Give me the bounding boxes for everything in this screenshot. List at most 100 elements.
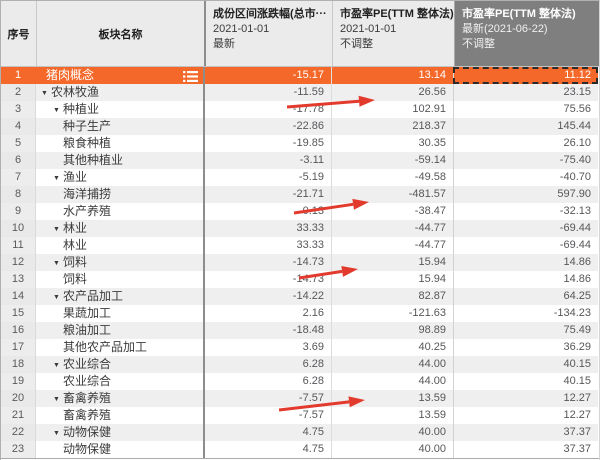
row-seq-cell[interactable]: 10 bbox=[1, 220, 36, 237]
sector-name-cell[interactable]: ▼ 种植业 bbox=[36, 101, 203, 118]
sector-name-cell[interactable]: 粮食种植 bbox=[36, 135, 203, 152]
change-value-cell[interactable]: -7.57 bbox=[203, 407, 331, 424]
change-value-cell[interactable]: 3.69 bbox=[203, 339, 331, 356]
table-row[interactable]: 14 ▼ 农产品加工 -14.22 82.87 64.25 bbox=[1, 288, 599, 305]
row-seq-cell[interactable]: 9 bbox=[1, 203, 36, 220]
row-seq-cell[interactable]: 4 bbox=[1, 118, 36, 135]
pe-new-value-cell[interactable]: 75.56 bbox=[453, 101, 598, 118]
pe-old-value-cell[interactable]: 30.35 bbox=[331, 135, 453, 152]
change-value-cell[interactable]: 6.28 bbox=[203, 373, 331, 390]
sector-name-cell[interactable]: 其他农产品加工 bbox=[36, 339, 203, 356]
table-row[interactable]: 6 其他种植业 -3.11 -59.14 -75.40 bbox=[1, 152, 599, 169]
collapse-triangle-icon[interactable]: ▼ bbox=[53, 226, 60, 233]
row-seq-cell[interactable]: 16 bbox=[1, 322, 36, 339]
column-header-pe-old[interactable]: 市盈率PE(TTM 整体法) 2021-01-01 不调整 bbox=[332, 1, 454, 66]
pe-old-value-cell[interactable]: -44.77 bbox=[331, 237, 453, 254]
collapse-triangle-icon[interactable]: ▼ bbox=[41, 90, 48, 97]
pe-old-value-cell[interactable]: 15.94 bbox=[331, 254, 453, 271]
change-value-cell[interactable]: 6.28 bbox=[203, 356, 331, 373]
table-row[interactable]: 9 水产养殖 0.13 -38.47 -32.13 bbox=[1, 203, 599, 220]
pe-new-value-cell[interactable]: 14.86 bbox=[453, 254, 598, 271]
sector-name-cell[interactable]: 水产养殖 bbox=[36, 203, 203, 220]
pe-new-value-cell[interactable]: 37.37 bbox=[453, 424, 598, 441]
change-value-cell[interactable]: -14.73 bbox=[203, 271, 331, 288]
column-header-seq[interactable]: 序号 bbox=[1, 1, 36, 66]
row-seq-cell[interactable]: 23 bbox=[1, 441, 36, 458]
table-row[interactable]: 16 粮油加工 -18.48 98.89 75.49 bbox=[1, 322, 599, 339]
row-seq-cell[interactable]: 12 bbox=[1, 254, 36, 271]
table-row[interactable]: 18 ▼ 农业综合 6.28 44.00 40.15 bbox=[1, 356, 599, 373]
pe-old-value-cell[interactable]: 15.94 bbox=[331, 271, 453, 288]
pe-old-value-cell[interactable]: -121.63 bbox=[331, 305, 453, 322]
table-row[interactable]: 19 农业综合 6.28 44.00 40.15 bbox=[1, 373, 599, 390]
sector-name-cell[interactable]: ▼ 林业 bbox=[36, 220, 203, 237]
pe-old-value-cell[interactable]: 13.59 bbox=[331, 390, 453, 407]
change-value-cell[interactable]: 33.33 bbox=[203, 237, 331, 254]
row-seq-cell[interactable]: 13 bbox=[1, 271, 36, 288]
pe-new-value-cell[interactable]: 37.37 bbox=[453, 441, 598, 458]
change-value-cell[interactable]: -3.11 bbox=[203, 152, 331, 169]
table-row[interactable]: 4 种子生产 -22.86 218.37 145.44 bbox=[1, 118, 599, 135]
table-row[interactable]: 3 ▼ 种植业 -17.78 102.91 75.56 bbox=[1, 101, 599, 118]
row-seq-cell[interactable]: 11 bbox=[1, 237, 36, 254]
pe-new-value-cell[interactable]: 145.44 bbox=[453, 118, 598, 135]
collapse-triangle-icon[interactable]: ▼ bbox=[53, 107, 60, 114]
pe-old-value-cell[interactable]: -38.47 bbox=[331, 203, 453, 220]
collapse-triangle-icon[interactable]: ▼ bbox=[53, 396, 60, 403]
pe-new-value-cell[interactable]: -75.40 bbox=[453, 152, 598, 169]
row-seq-cell[interactable]: 3 bbox=[1, 101, 36, 118]
sector-name-cell[interactable]: 猪肉概念 bbox=[36, 67, 203, 84]
row-seq-cell[interactable]: 15 bbox=[1, 305, 36, 322]
pe-new-value-cell[interactable]: 12.27 bbox=[453, 390, 598, 407]
pe-old-value-cell[interactable]: 44.00 bbox=[331, 356, 453, 373]
row-seq-cell[interactable]: 6 bbox=[1, 152, 36, 169]
row-seq-cell[interactable]: 8 bbox=[1, 186, 36, 203]
row-seq-cell[interactable]: 22 bbox=[1, 424, 36, 441]
change-value-cell[interactable]: -21.71 bbox=[203, 186, 331, 203]
pe-new-value-cell[interactable]: 11.12 bbox=[453, 67, 598, 84]
change-value-cell[interactable]: -22.86 bbox=[203, 118, 331, 135]
row-seq-cell[interactable]: 17 bbox=[1, 339, 36, 356]
pe-new-value-cell[interactable]: 597.90 bbox=[453, 186, 598, 203]
pe-new-value-cell[interactable]: 40.15 bbox=[453, 356, 598, 373]
pe-old-value-cell[interactable]: 44.00 bbox=[331, 373, 453, 390]
collapse-triangle-icon[interactable]: ▼ bbox=[53, 260, 60, 267]
table-row[interactable]: 21 畜禽养殖 -7.57 13.59 12.27 bbox=[1, 407, 599, 424]
table-row[interactable]: 11 林业 33.33 -44.77 -69.44 bbox=[1, 237, 599, 254]
change-value-cell[interactable]: -19.85 bbox=[203, 135, 331, 152]
collapse-triangle-icon[interactable]: ▼ bbox=[53, 175, 60, 182]
row-seq-cell[interactable]: 1 bbox=[1, 67, 36, 84]
table-row[interactable]: 17 其他农产品加工 3.69 40.25 36.29 bbox=[1, 339, 599, 356]
table-row[interactable]: 7 ▼ 渔业 -5.19 -49.58 -40.70 bbox=[1, 169, 599, 186]
column-header-name[interactable]: 板块名称 bbox=[36, 1, 204, 66]
pe-old-value-cell[interactable]: -44.77 bbox=[331, 220, 453, 237]
change-value-cell[interactable]: -7.57 bbox=[203, 390, 331, 407]
column-header-pe-new[interactable]: 市盈率PE(TTM 整体法) 最新(2021-06-22) 不调整 bbox=[454, 1, 599, 66]
sector-name-cell[interactable]: ▼ 动物保健 bbox=[36, 424, 203, 441]
table-row[interactable]: 10 ▼ 林业 33.33 -44.77 -69.44 bbox=[1, 220, 599, 237]
change-value-cell[interactable]: -15.17 bbox=[203, 67, 331, 84]
table-row[interactable]: 1 猪肉概念 -15.17 13.14 11.12 bbox=[1, 67, 599, 84]
row-seq-cell[interactable]: 19 bbox=[1, 373, 36, 390]
pe-old-value-cell[interactable]: -481.57 bbox=[331, 186, 453, 203]
row-list-menu-icon[interactable] bbox=[183, 70, 198, 82]
pe-new-value-cell[interactable]: 64.25 bbox=[453, 288, 598, 305]
table-row[interactable]: 13 饲料 -14.73 15.94 14.86 bbox=[1, 271, 599, 288]
sector-name-cell[interactable]: 粮油加工 bbox=[36, 322, 203, 339]
sector-name-cell[interactable]: 动物保健 bbox=[36, 441, 203, 458]
column-header-change[interactable]: 成份区间涨跌幅(总市··· 2021-01-01 最新 bbox=[204, 1, 332, 66]
sector-name-cell[interactable]: 果蔬加工 bbox=[36, 305, 203, 322]
row-seq-cell[interactable]: 21 bbox=[1, 407, 36, 424]
row-seq-cell[interactable]: 18 bbox=[1, 356, 36, 373]
pe-old-value-cell[interactable]: 26.56 bbox=[331, 84, 453, 101]
sector-name-cell[interactable]: 农业综合 bbox=[36, 373, 203, 390]
pe-new-value-cell[interactable]: 40.15 bbox=[453, 373, 598, 390]
row-seq-cell[interactable]: 5 bbox=[1, 135, 36, 152]
sector-name-cell[interactable]: 林业 bbox=[36, 237, 203, 254]
pe-new-value-cell[interactable]: -69.44 bbox=[453, 220, 598, 237]
pe-old-value-cell[interactable]: 40.00 bbox=[331, 424, 453, 441]
collapse-triangle-icon[interactable]: ▼ bbox=[53, 294, 60, 301]
change-value-cell[interactable]: -11.59 bbox=[203, 84, 331, 101]
table-row[interactable]: 15 果蔬加工 2.16 -121.63 -134.23 bbox=[1, 305, 599, 322]
pe-new-value-cell[interactable]: 75.49 bbox=[453, 322, 598, 339]
